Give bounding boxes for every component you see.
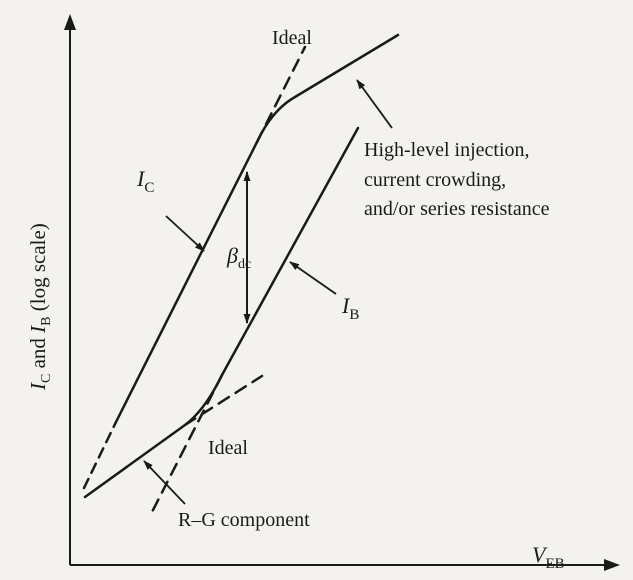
x-axis-label: VEB: [532, 542, 565, 572]
rg-pointer-arrow: [143, 460, 186, 505]
ic-low-dash: [82, 420, 118, 490]
ic-curve-group: [82, 33, 400, 490]
ideal-bottom-label: Ideal: [208, 437, 248, 459]
ic-pointer-arrow: [165, 215, 205, 252]
ic-curve: [114, 33, 400, 424]
ib-label: IB: [341, 293, 359, 323]
x-axis-arrowhead: [604, 559, 620, 571]
beta-dc-label: βdc: [226, 243, 251, 272]
rg-component-label: R–G component: [178, 509, 310, 531]
y-axis-label: IC and IB (log scale): [26, 223, 54, 391]
ib-ideal-dash: [150, 373, 224, 514]
ideal-top-label: Ideal: [272, 27, 312, 49]
ic-label: IC: [136, 166, 154, 196]
ib-pointer-arrow: [289, 261, 337, 295]
y-axis-arrowhead: [64, 14, 76, 30]
axes: [64, 14, 620, 571]
high-level-annotation: High-level injection, current crowding, …: [364, 139, 550, 220]
high-level-pointer-arrow: [356, 79, 393, 129]
ic-ideal-dash: [255, 45, 307, 144]
ib-curve-group: [83, 126, 360, 514]
rg-ideal-dash: [183, 374, 264, 427]
